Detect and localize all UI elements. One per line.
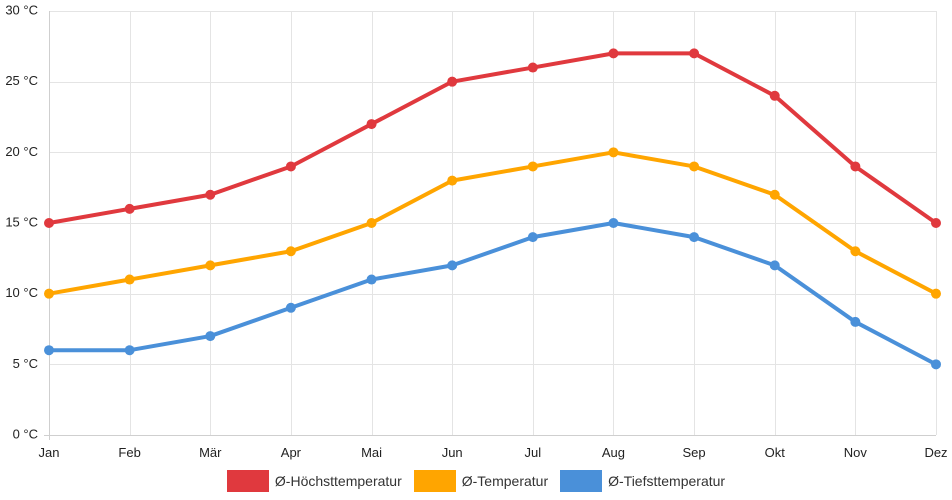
data-point-mean	[769, 189, 780, 200]
data-point-mean	[608, 147, 619, 158]
data-point-mean	[366, 218, 377, 228]
data-point-low	[527, 232, 538, 243]
legend-item-high[interactable]: Ø-Höchsttemperatur	[226, 470, 402, 492]
data-point-low	[205, 331, 216, 342]
data-point-low	[608, 218, 619, 228]
legend: Ø-Höchsttemperatur Ø-Temperatur Ø-Tiefst…	[0, 470, 952, 492]
legend-item-mean[interactable]: Ø-Temperatur	[413, 470, 549, 492]
data-point-mean	[447, 175, 458, 186]
data-point-mean	[527, 161, 538, 172]
legend-item-low[interactable]: Ø-Tiefsttemperatur	[560, 470, 725, 492]
data-point-mean	[44, 288, 54, 299]
series-line-mean	[47, 150, 938, 296]
temperature-chart: 0 °C 5 °C 10 °C 15 °C 20 °C 25 °C 30 °C Jan Feb…	[5, 2, 948, 460]
data-point-high	[689, 48, 700, 59]
grid	[44, 11, 937, 440]
legend-swatch-low	[560, 470, 603, 492]
data-point-high	[931, 218, 941, 228]
y-tick-label: 20 °C	[5, 144, 38, 159]
data-point-low	[44, 345, 54, 356]
legend-label-high: Ø-Höchsttemperatur	[274, 473, 402, 489]
x-tick-label: Sep	[683, 445, 706, 460]
x-tick-label: Jan	[39, 445, 60, 460]
x-axis-ticks: Jan Feb Mär Apr Mai Jun Jul Aug Sep Okt Nov Dez	[39, 445, 948, 460]
x-tick-label: Mai	[361, 445, 382, 460]
data-point-low	[285, 302, 296, 313]
data-point-high	[850, 161, 861, 172]
data-point-mean	[850, 246, 861, 257]
legend-swatch-high	[226, 470, 269, 492]
data-point-high	[44, 218, 54, 228]
legend-swatch-mean	[413, 470, 456, 492]
y-tick-label: 25 °C	[5, 73, 38, 88]
series-lines	[44, 48, 941, 370]
x-tick-label: Feb	[118, 445, 140, 460]
data-point-mean	[931, 288, 941, 299]
x-tick-label: Dez	[924, 445, 947, 460]
x-tick-label: Mär	[199, 445, 222, 460]
data-point-high	[447, 76, 458, 87]
data-point-mean	[285, 246, 296, 257]
data-point-low	[447, 260, 458, 271]
x-tick-label: Okt	[765, 445, 786, 460]
y-tick-label: 0 °C	[13, 426, 38, 441]
data-point-high	[366, 119, 377, 130]
data-point-low	[931, 359, 941, 370]
y-tick-label: 5 °C	[13, 356, 38, 371]
data-point-high	[608, 48, 619, 59]
data-point-high	[205, 189, 216, 200]
data-point-low	[689, 232, 700, 243]
x-tick-label: Apr	[281, 445, 302, 460]
data-point-mean	[124, 274, 135, 285]
y-tick-label: 10 °C	[5, 285, 38, 300]
y-tick-label: 15 °C	[5, 214, 38, 229]
data-point-low	[850, 316, 861, 327]
legend-label-low: Ø-Tiefsttemperatur	[608, 473, 726, 489]
data-point-high	[124, 203, 135, 214]
series-line-low	[47, 221, 938, 367]
legend-label-mean: Ø-Temperatur	[461, 473, 549, 489]
x-tick-label: Jun	[442, 445, 463, 460]
data-point-low	[124, 345, 135, 356]
data-point-low	[366, 274, 377, 285]
data-point-high	[285, 161, 296, 172]
y-axis-ticks: 0 °C 5 °C 10 °C 15 °C 20 °C 25 °C 30 °C	[5, 2, 38, 441]
y-tick-label: 30 °C	[5, 2, 38, 17]
x-tick-label: Aug	[602, 445, 625, 460]
data-point-mean	[205, 260, 216, 271]
x-tick-label: Nov	[844, 445, 868, 460]
x-tick-label: Jul	[525, 445, 542, 460]
data-point-low	[769, 260, 780, 271]
series-line-high	[47, 51, 938, 225]
data-point-mean	[689, 161, 700, 172]
data-point-high	[769, 90, 780, 101]
data-point-high	[527, 62, 538, 73]
